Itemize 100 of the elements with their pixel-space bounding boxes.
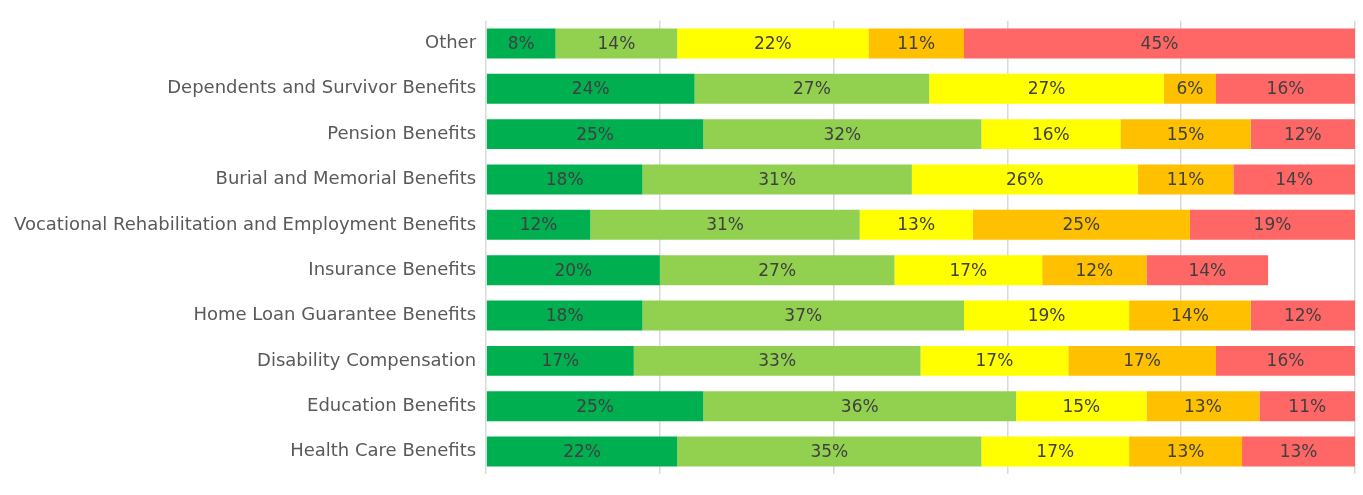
bar bbox=[1189, 209, 1355, 240]
bar bbox=[642, 164, 912, 195]
bar bbox=[963, 300, 1130, 331]
data-label: 25% bbox=[1062, 214, 1101, 235]
data-label: 17% bbox=[1036, 440, 1075, 461]
bar bbox=[1233, 164, 1355, 195]
data-label: 31% bbox=[758, 168, 797, 189]
data-label: 13% bbox=[1166, 440, 1205, 461]
data-label: 25% bbox=[576, 395, 614, 416]
data-label: 17% bbox=[975, 350, 1014, 371]
y-tick-label: Health Care Benefits bbox=[290, 439, 477, 461]
data-label: 12% bbox=[519, 214, 558, 235]
data-label: 12% bbox=[1283, 304, 1322, 325]
bar bbox=[486, 209, 591, 240]
data-label: 17% bbox=[1123, 350, 1162, 371]
data-label: 13% bbox=[897, 214, 936, 235]
data-label: 17% bbox=[949, 259, 988, 280]
y-tick-label: Other bbox=[424, 31, 477, 53]
bar bbox=[677, 28, 869, 59]
data-label: 35% bbox=[810, 440, 849, 461]
data-label: 20% bbox=[554, 259, 593, 280]
data-label: 37% bbox=[784, 304, 823, 325]
y-tick-label: Dependents and Survivor Benefits bbox=[167, 76, 477, 98]
bar bbox=[677, 436, 982, 467]
bar bbox=[1016, 391, 1147, 422]
data-label: 24% bbox=[571, 78, 610, 99]
bar bbox=[1250, 300, 1355, 331]
data-label: 15% bbox=[1166, 123, 1205, 144]
data-label: 12% bbox=[1075, 259, 1114, 280]
bar bbox=[1068, 345, 1216, 376]
y-tick-label: Disability Compensation bbox=[257, 348, 477, 370]
data-label: 8% bbox=[507, 32, 535, 53]
bar bbox=[642, 300, 964, 331]
data-label: 11% bbox=[1166, 168, 1205, 189]
data-label: 14% bbox=[1171, 304, 1209, 325]
bar bbox=[868, 28, 964, 59]
bar bbox=[981, 436, 1130, 467]
data-label: 17% bbox=[541, 350, 580, 371]
bar bbox=[1129, 436, 1243, 467]
bar bbox=[972, 209, 1190, 240]
data-label: 19% bbox=[1027, 304, 1066, 325]
bar bbox=[1042, 255, 1147, 286]
bar bbox=[486, 255, 660, 286]
bar bbox=[486, 119, 704, 150]
bar bbox=[963, 28, 1355, 59]
bar bbox=[1120, 119, 1251, 150]
data-label: 27% bbox=[1027, 78, 1066, 99]
bar bbox=[555, 28, 678, 59]
bar bbox=[486, 73, 695, 104]
data-label: 31% bbox=[706, 214, 744, 235]
bar bbox=[703, 391, 1017, 422]
bar bbox=[590, 209, 860, 240]
y-tick-label: Home Loan Guarantee Benefits bbox=[193, 303, 477, 325]
bar bbox=[486, 164, 643, 195]
data-label: 14% bbox=[597, 32, 636, 53]
bar bbox=[1146, 255, 1269, 286]
bar bbox=[1259, 391, 1355, 422]
y-tick-label: Pension Benefits bbox=[327, 121, 477, 143]
data-label: 11% bbox=[897, 32, 936, 53]
bar bbox=[659, 255, 895, 286]
bar bbox=[703, 119, 982, 150]
bar bbox=[694, 73, 930, 104]
bar bbox=[486, 300, 643, 331]
data-label: 25% bbox=[576, 123, 614, 144]
bar bbox=[1146, 391, 1260, 422]
data-label: 27% bbox=[758, 259, 797, 280]
bar bbox=[1129, 300, 1251, 331]
data-label: 18% bbox=[545, 168, 584, 189]
y-tick-label: Insurance Benefits bbox=[308, 257, 477, 279]
bar bbox=[894, 255, 1043, 286]
data-label: 27% bbox=[793, 78, 831, 99]
data-label: 22% bbox=[563, 440, 601, 461]
bar bbox=[1242, 436, 1355, 467]
data-label: 14% bbox=[1275, 168, 1314, 189]
bar bbox=[981, 119, 1121, 150]
y-tick-label: Education Benefits bbox=[307, 393, 477, 415]
y-tick-label: Burial and Memorial Benefits bbox=[215, 167, 477, 189]
data-label: 13% bbox=[1279, 440, 1318, 461]
bar bbox=[486, 436, 678, 467]
data-label: 14% bbox=[1188, 259, 1227, 280]
data-label: 26% bbox=[1005, 168, 1044, 189]
data-label: 18% bbox=[545, 304, 584, 325]
data-label: 6% bbox=[1176, 78, 1204, 99]
data-label: 19% bbox=[1253, 214, 1292, 235]
data-label: 36% bbox=[840, 395, 879, 416]
bar bbox=[1215, 345, 1355, 376]
bar bbox=[486, 345, 634, 376]
data-label: 22% bbox=[753, 32, 792, 53]
bar bbox=[920, 345, 1069, 376]
data-label: 45% bbox=[1140, 32, 1179, 53]
data-label: 15% bbox=[1062, 395, 1101, 416]
data-label: 33% bbox=[758, 350, 797, 371]
data-label: 16% bbox=[1266, 78, 1305, 99]
bar bbox=[929, 73, 1164, 104]
data-label: 13% bbox=[1184, 395, 1222, 416]
data-label: 16% bbox=[1031, 123, 1070, 144]
bar bbox=[859, 209, 973, 240]
bar bbox=[633, 345, 921, 376]
bar bbox=[486, 391, 704, 422]
data-label: 11% bbox=[1288, 395, 1327, 416]
